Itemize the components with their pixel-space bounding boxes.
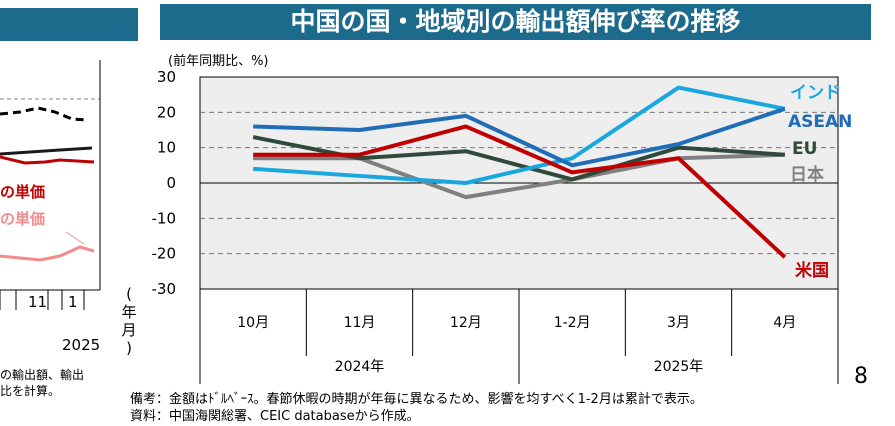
- left-panel-chart: の単価 の単価 11 1: [0, 60, 101, 311]
- chart-title: 中国の国・地域別の輸出額伸び率の推移: [160, 4, 871, 40]
- vertical-label-char: 月: [121, 321, 137, 339]
- legend-label: インド: [790, 83, 841, 103]
- left-tick-label: 1: [68, 293, 78, 311]
- left-dark-line: [0, 146, 93, 156]
- y-tick-label: 0: [166, 174, 176, 192]
- y-tick-label: -30: [152, 280, 177, 298]
- x-tick-label: 12月: [450, 315, 482, 331]
- left-red-line: [0, 155, 95, 165]
- footnote-line1: 備考：金額はﾄﾞﾙﾍﾞｰｽ。春節休暇の時期が年毎に異なるため、影響を均すべく1-…: [130, 392, 703, 407]
- series-line-インド: [253, 85, 786, 185]
- year-label: 2024年: [335, 359, 385, 375]
- left-label-red: の単価: [0, 183, 45, 201]
- left-black-dashed-line: [0, 106, 89, 122]
- legend-label: 日本: [790, 164, 824, 185]
- y-tick-label: -10: [152, 209, 177, 227]
- vertical-label-char: 年: [121, 303, 137, 321]
- left-label-pink: の単価: [0, 210, 45, 228]
- y-tick-label: -20: [152, 245, 177, 263]
- series-line-日本: [253, 152, 785, 200]
- x-tick-label: 10月: [237, 315, 269, 331]
- y-tick-label: 10: [157, 139, 176, 157]
- left-pink-line: [0, 245, 95, 262]
- legend-label: ASEAN: [788, 112, 852, 132]
- left-pink-leader: [65, 231, 85, 245]
- x-tick-label: 1-2月: [554, 315, 591, 331]
- x-tick-label: 3月: [667, 315, 690, 331]
- legend-label: EU: [792, 139, 817, 159]
- vertical-label-char: ): [126, 339, 132, 357]
- left-tick-label: 11: [28, 293, 47, 311]
- x-tick-label: 11月: [344, 315, 376, 331]
- footnote-line2: 資料：中国海関総署、CEIC databaseから作成。: [130, 409, 420, 424]
- vertical-label-char: (: [126, 285, 132, 303]
- series-line-米国: [253, 124, 787, 259]
- left-panel-year: 2025: [62, 336, 101, 354]
- legend-label: 米国: [795, 260, 829, 281]
- y-tick-label: 30: [157, 68, 176, 86]
- left-panel-title-bar: [0, 8, 138, 41]
- x-tick-label: 4月: [773, 315, 796, 331]
- series-line-ASEAN: [253, 106, 786, 168]
- page-number: 8: [854, 364, 868, 389]
- y-tick-label: 20: [157, 103, 176, 121]
- year-label: 2025年: [654, 359, 704, 375]
- x-axis-title-vertical: (年月): [119, 285, 139, 357]
- left-panel-note-line2: 比を計算。: [0, 384, 61, 398]
- left-panel-note-line1: の輸出額、輸出: [0, 368, 85, 382]
- y-axis-title: (前年同期比、%): [168, 54, 269, 69]
